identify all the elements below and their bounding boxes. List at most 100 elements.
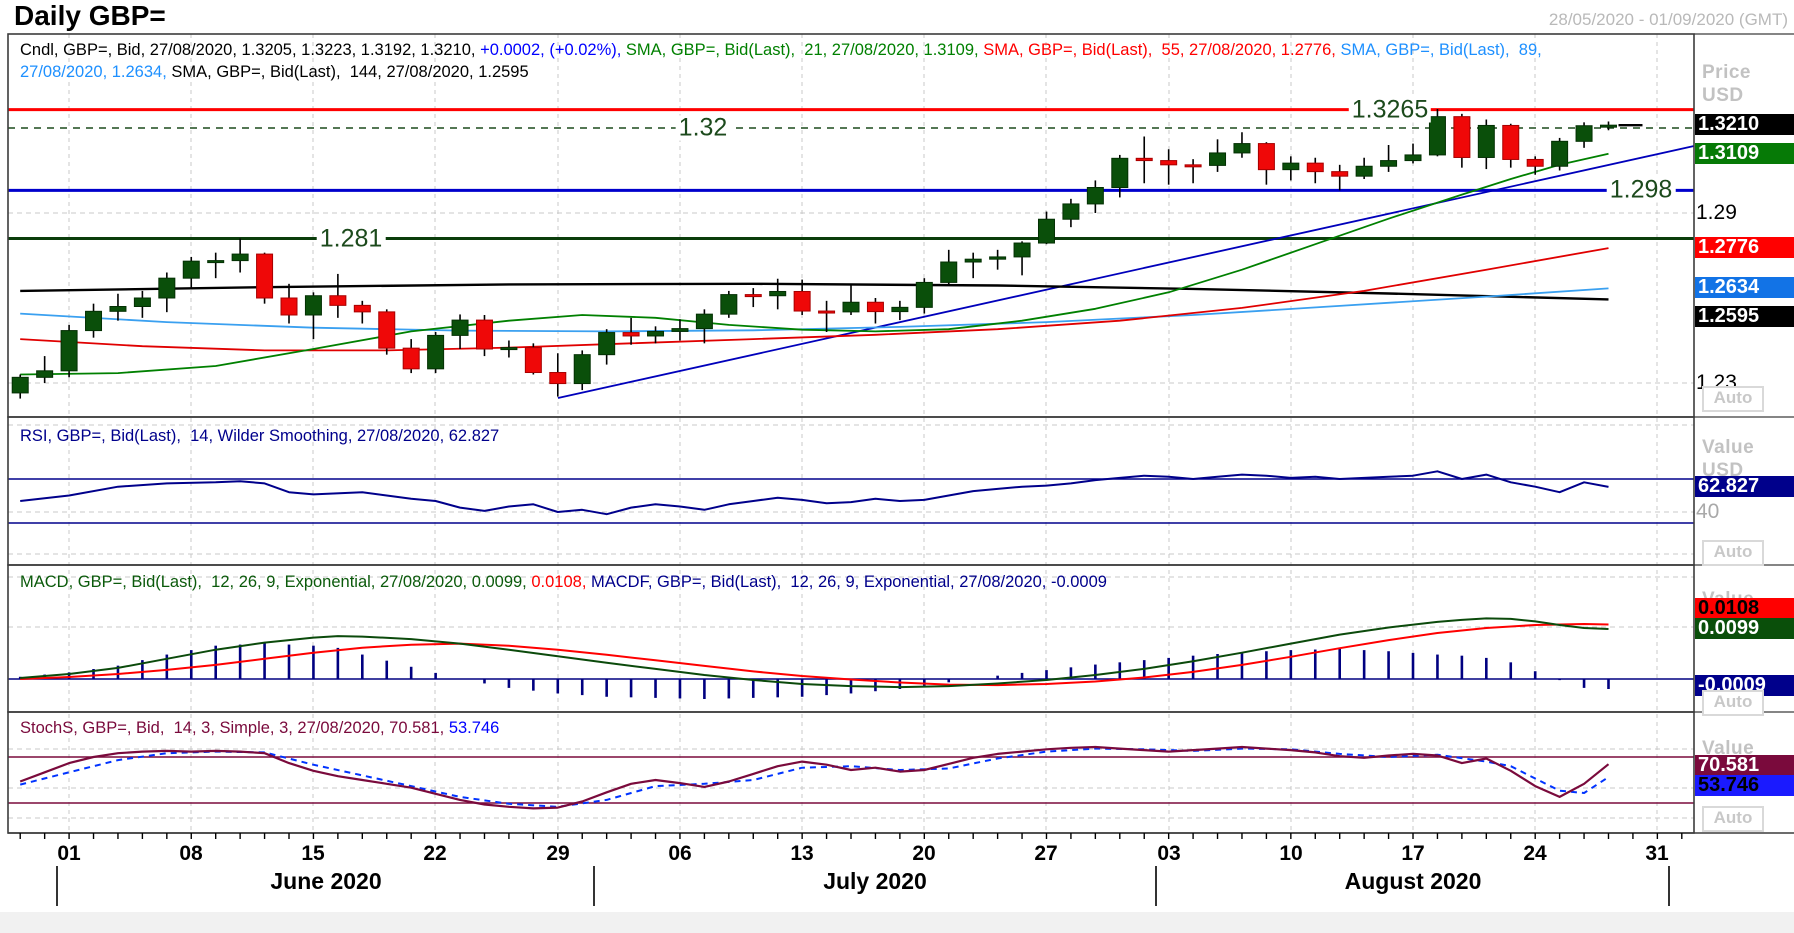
candle-body [133,297,151,307]
candle-body [1037,218,1055,244]
macd-signal-line [20,623,1609,687]
trendline [557,145,1695,399]
macd-legend-segment: MACD, GBP=, Bid(Last), 12, 26, 9, Expone… [20,573,532,591]
candle-body [36,370,54,378]
sma21-line [20,152,1609,376]
candle-body [720,294,738,315]
stoch-axis-column[interactable]: Value 70.581 53.746 Auto [1694,0,1794,833]
page-title: Daily GBP= [14,0,166,31]
candle-body [647,330,665,337]
candle-body [182,260,200,279]
value-badge: 62.827 [1695,476,1794,497]
month-axis-label: July 2020 [823,868,927,894]
axis-header: Value [1702,437,1755,458]
rsi-axis-column[interactable]: Value USD 62.827 40 Auto [1694,0,1794,566]
value-badge: 1.3109 [1695,143,1794,164]
axis-header: Value [1702,738,1755,759]
stoch-d-line [19,747,1610,808]
candle-body [11,376,29,394]
axis-tick-label: 1.29 [1696,202,1737,224]
candle-body [1526,158,1544,167]
month-axis-label: August 2020 [1344,868,1482,894]
price-axis-column[interactable]: Price USD 1.3210 1.3109 1.29 1.2776 1.2634 1.25… [1694,0,1794,417]
day-axis-label: 31 [1645,842,1669,865]
candle-body [1404,154,1422,162]
candle-body [158,277,176,299]
day-axis-label: 08 [179,842,203,865]
auto-scale-button[interactable]: Auto [1702,690,1764,716]
macd-line [20,617,1609,689]
stoch-k-line [19,745,1610,810]
value-badge: 1.2595 [1695,306,1794,327]
stoch-legend-segment: StochS, GBP=, Bid, 14, 3, Simple, 3, 27/… [20,719,449,737]
day-axis-label: 20 [912,842,936,865]
candle-body [1062,203,1080,220]
candle-body [1086,187,1104,205]
candle-body [1111,157,1129,188]
main-legend-line1: Cndl, GBP=, Bid, 27/08/2020, 1.3205, 1.3… [20,40,1542,61]
value-badge: 53.746 [1695,775,1794,796]
candle-body [475,319,493,350]
rsi-legend-segment: RSI, GBP=, Bid(Last), 14, Wilder Smoothi… [20,427,500,445]
candle-body [744,294,762,298]
auto-scale-button[interactable]: Auto [1702,806,1764,832]
candle-body [1184,164,1202,168]
day-axis-label: 27 [1034,842,1058,865]
candle-body [256,253,274,299]
candle-body [1502,124,1520,160]
month-axis-label: June 2020 [270,868,382,894]
day-axis-label: 10 [1279,842,1303,865]
main-legend-line2: 27/08/2020, 1.2634, SMA, GBP=, Bid(Last)… [20,62,529,83]
candle-body [622,332,640,337]
candle-body [769,290,787,297]
candle-body [1477,124,1495,158]
candle-body [1331,171,1349,177]
day-axis-label: 06 [668,842,692,865]
axis-header: USD [1702,85,1744,106]
pane-border [7,33,1695,418]
auto-scale-button[interactable]: Auto [1702,386,1764,412]
main-legend-segment: 27/08/2020, 1.2634, [20,63,172,81]
macd-legend: MACD, GBP=, Bid(Last), 12, 26, 9, Expone… [20,572,1107,593]
value-badge: 1.2776 [1695,237,1794,258]
candle-body [207,260,225,264]
candle-body [109,306,127,312]
candle-body [60,330,78,372]
candle-body [915,281,933,308]
candle-body [695,313,713,330]
day-axis-label: 17 [1401,842,1425,865]
candle-body [793,290,811,312]
candle-body [1209,152,1227,166]
level-label: 1.32 [675,115,731,141]
level-label: 1.298 [1606,177,1676,203]
candle-body [451,319,469,336]
candle-body [866,301,884,313]
main-legend-segment: SMA, GBP=, Bid(Last), 21, 27/08/2020, 1.… [625,41,984,59]
day-axis-label: 24 [1523,842,1547,865]
day-axis-label: 03 [1157,842,1181,865]
axis-header: Price [1702,62,1751,83]
candle-body [1453,116,1471,158]
candle-body [964,258,982,263]
value-badge: 0.0108 [1695,598,1794,619]
day-axis-label: 01 [57,842,81,865]
candle-body [818,310,836,314]
candle-body [1160,160,1178,166]
candle-body [280,297,298,316]
candle-body [1575,125,1593,142]
candle-body [1355,165,1373,177]
macd-legend-segment: MACDF, GBP=, Bid(Last), 12, 26, 9, Expon… [591,573,1107,591]
value-badge: 70.581 [1695,755,1794,776]
candle-body [85,310,103,332]
day-axis-label: 22 [423,842,447,865]
candle-body [573,354,591,385]
candle-body [891,306,909,313]
level-label: 1.281 [316,226,386,251]
macd-legend-segment: 0.0108, [531,573,591,591]
auto-scale-button[interactable]: Auto [1702,540,1764,566]
bottom-strip [0,912,1794,933]
candle-body [353,304,371,313]
main-legend-segment: SMA, GBP=, Bid(Last), 89, [1340,41,1542,59]
